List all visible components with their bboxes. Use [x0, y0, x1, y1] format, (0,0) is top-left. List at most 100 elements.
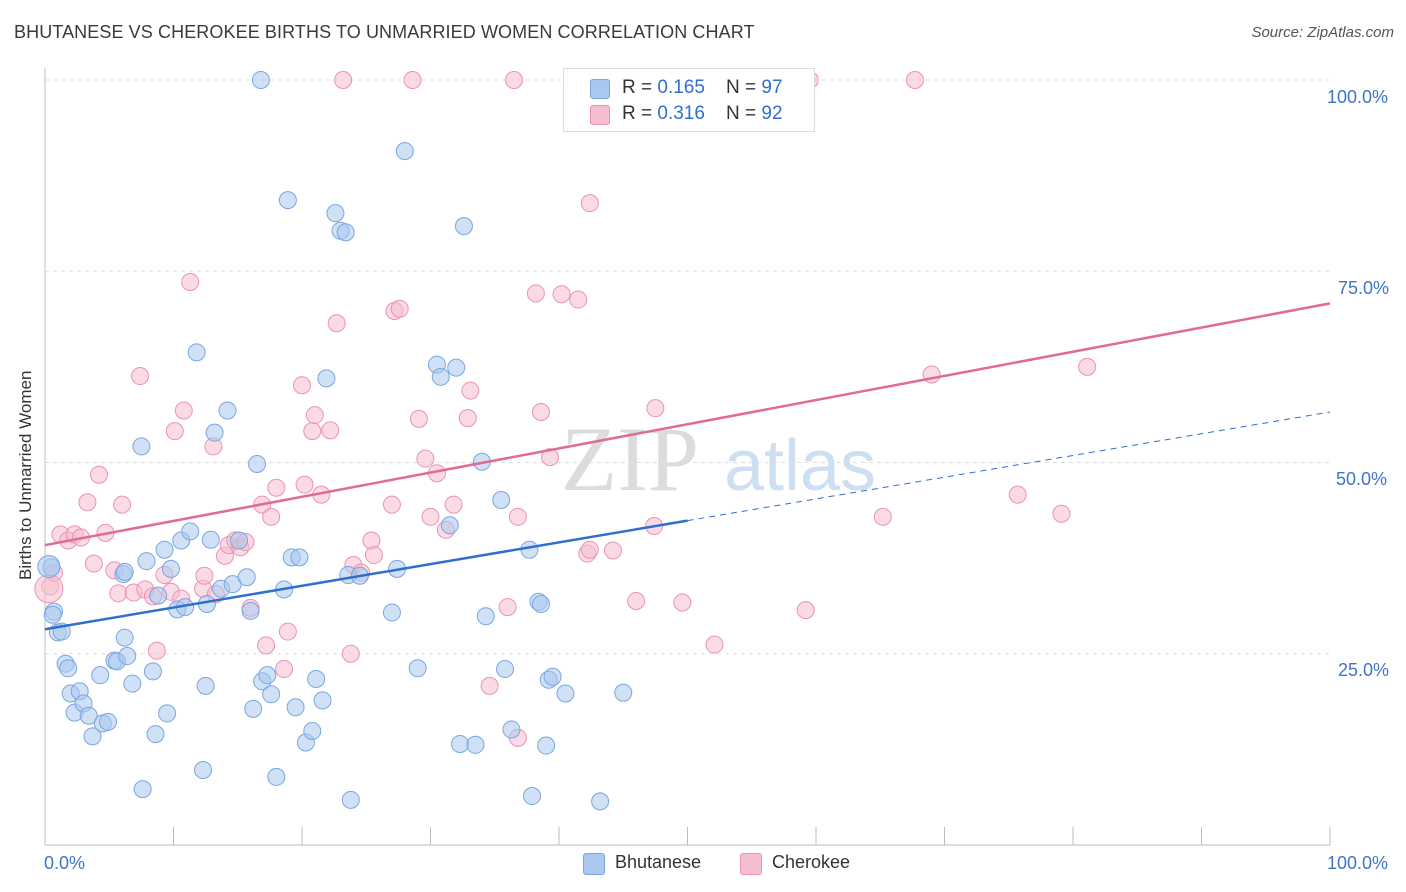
bhutanese-point [382, 603, 401, 622]
cherokee-point [165, 422, 184, 441]
cherokee-point [382, 495, 401, 514]
y-tick-50: 50.0% [1336, 469, 1388, 489]
x-tick-left: 0.0% [44, 853, 86, 873]
cherokee-point [334, 71, 353, 89]
cherokee-point [444, 495, 463, 514]
bhutanese-point [341, 790, 360, 809]
cherokee-point [278, 622, 297, 641]
cherokee-point [541, 448, 560, 467]
cherokee-point [327, 314, 346, 333]
cherokee-point [409, 409, 428, 428]
bhutanese-point [115, 628, 134, 647]
series-swatch-bhutanese [583, 853, 605, 875]
cherokee-point [403, 71, 422, 89]
cherokee-point [526, 284, 545, 303]
bhutanese-point [98, 712, 117, 731]
cherokee-point [498, 598, 517, 617]
cherokee-point [1008, 485, 1027, 504]
bhutanese-point [556, 684, 575, 703]
watermark-atlas: atlas [724, 426, 876, 506]
bhutanese-point [149, 586, 168, 605]
bhutanese-point [218, 401, 237, 420]
bhutanese-point [251, 71, 270, 89]
x-tick-right: 100.0% [1327, 853, 1389, 873]
watermark: ZIP atlas [561, 408, 876, 510]
bhutanese-point [614, 683, 633, 702]
legend-r-label: R = [622, 77, 658, 98]
bhutanese-point [196, 676, 215, 695]
legend-n-label: N = [726, 103, 762, 124]
bhutanese-point [454, 217, 473, 236]
cherokee-point [262, 507, 281, 526]
bhutanese-point [123, 674, 142, 693]
bhutanese-point [248, 455, 267, 474]
bhutanese-point [79, 706, 98, 725]
cherokee-point [580, 194, 599, 213]
bhutanese-point [476, 607, 495, 626]
cherokee-point [390, 299, 409, 318]
series-swatch-cherokee [740, 853, 762, 875]
bhutanese-point [258, 666, 277, 685]
bhutanese-point [59, 659, 78, 678]
cherokee-point [295, 475, 314, 494]
legend-r-value-bhutanese: 0.165 [657, 77, 705, 98]
bhutanese-point [205, 423, 224, 442]
bhutanese-point [43, 605, 62, 624]
cherokee-trend-line [44, 302, 1331, 547]
bhutanese-point [532, 595, 551, 614]
cherokee-point [267, 478, 286, 497]
bhutanese-point [307, 669, 326, 688]
series-label-bhutanese: Bhutanese [615, 852, 702, 872]
cherokee-point [569, 290, 588, 309]
bhutanese-point [451, 735, 470, 754]
source-note: Source: ZipAtlas.com [1251, 24, 1394, 41]
legend-n-value-cherokee: 92 [761, 103, 783, 124]
series-label-cherokee: Cherokee [772, 852, 851, 872]
cherokee-point [131, 367, 150, 386]
bhutanese-point [132, 437, 151, 456]
cherokee-point [416, 449, 435, 468]
cherokee-point [627, 591, 646, 610]
legend-n-label: N = [726, 77, 762, 98]
cherokee-point [181, 272, 200, 291]
bhutanese-point [591, 792, 610, 811]
y-tick-75: 75.0% [1338, 278, 1390, 298]
cherokee-point [1078, 357, 1097, 376]
cherokee-point [796, 601, 815, 620]
legend-n-value-bhutanese: 97 [761, 77, 783, 98]
cherokee-point [458, 409, 477, 428]
cherokee-point [508, 507, 527, 526]
bhutanese-point [181, 522, 200, 541]
bhutanese-points [37, 71, 633, 811]
bhutanese-point [194, 761, 213, 780]
cherokee-point [646, 399, 665, 418]
legend-r-value-cherokee: 0.316 [657, 103, 705, 124]
bhutanese-point [158, 704, 177, 723]
bhutanese-point [543, 667, 562, 686]
bhutanese-point [395, 142, 414, 161]
bhutanese-point [230, 531, 249, 550]
cherokee-point [873, 507, 892, 526]
bhutanese-point [237, 568, 256, 587]
bhutanese-point [303, 722, 322, 741]
bhutanese-point [492, 490, 511, 509]
bhutanese-point [440, 516, 459, 535]
bhutanese-trend-line [44, 519, 688, 631]
bhutanese-point [133, 780, 152, 799]
bhutanese-point [502, 720, 521, 739]
cherokee-point [461, 381, 480, 400]
cherokee-point [603, 541, 622, 560]
bhutanese-point [408, 659, 427, 678]
bhutanese-point [317, 369, 336, 388]
cherokee-point [89, 465, 108, 484]
bhutanese-point [286, 698, 305, 717]
cherokee-point [303, 422, 322, 441]
cherokee-point [705, 635, 724, 654]
cherokee-point [147, 641, 166, 660]
cherokee-point [257, 636, 276, 655]
bhutanese-point-large [37, 555, 61, 579]
cherokee-point-large [34, 574, 64, 604]
cherokee-point [174, 401, 193, 420]
cherokee-point [195, 566, 214, 585]
